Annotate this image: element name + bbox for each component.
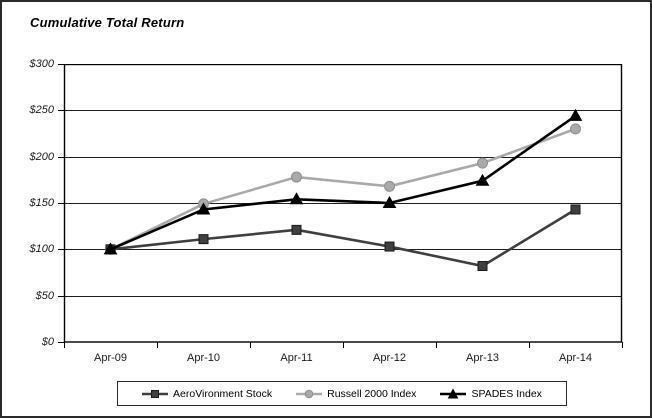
legend-label: AeroVironment Stock (173, 387, 273, 400)
x-axis-tick-label: Apr-13 (465, 352, 500, 364)
y-axis-tick-label: $50 (35, 289, 54, 302)
y-axis-tick-label: $300 (29, 58, 54, 70)
triangle-marker-icon (475, 173, 490, 186)
circle-marker-icon (384, 180, 395, 192)
x-axis-tick-label: Apr-09 (93, 352, 128, 364)
square-marker-icon (477, 261, 488, 272)
circle-marker-icon (296, 389, 323, 398)
triangle-marker-icon (196, 202, 211, 215)
circle-marker-icon (291, 171, 302, 183)
y-axis-tick-label: $0 (41, 336, 54, 348)
triangle-marker-icon (382, 195, 397, 208)
series-line-circle (109, 127, 576, 251)
square-marker-icon (142, 389, 169, 398)
square-marker-icon (384, 241, 395, 252)
triangle-marker-icon (289, 192, 304, 205)
triangle-marker-icon (103, 242, 118, 255)
square-marker-icon (198, 234, 209, 245)
plot-area (58, 64, 623, 348)
y-axis-tick-label: $150 (29, 197, 54, 209)
plot-frame (63, 64, 623, 343)
y-axis-tick-label: $250 (29, 104, 54, 117)
y-axis-tick-label: $200 (29, 150, 54, 163)
square-marker-icon (570, 204, 581, 215)
x-axis-tick-label: Apr-10 (186, 352, 221, 364)
x-axis-tick-label: Apr-11 (280, 352, 313, 364)
legend-label: Russell 2000 Index (327, 387, 417, 400)
series-line-triangle (109, 114, 577, 251)
circle-marker-icon (477, 157, 488, 169)
series-line-square (110, 208, 577, 268)
legend-item-square: AeroVironment Stock (142, 388, 272, 400)
legend-label: SPADES Index (471, 387, 542, 400)
x-axis-tick-label: Apr-12 (372, 352, 407, 364)
circle-marker-icon (570, 123, 581, 135)
legend: AeroVironment Stock Russell 2000 Index SPA… (117, 381, 567, 406)
legend-item-triangle: SPADES Index (440, 387, 542, 400)
chart-title: Cumulative Total Return (30, 15, 185, 30)
legend-item-circle: Russell 2000 Index (296, 388, 416, 400)
x-axis-tick-label: Apr-14 (558, 352, 593, 364)
triangle-marker-icon (440, 387, 467, 398)
y-axis-tick-label: $100 (29, 243, 54, 256)
square-marker-icon (291, 224, 302, 235)
triangle-marker-icon (568, 108, 583, 121)
